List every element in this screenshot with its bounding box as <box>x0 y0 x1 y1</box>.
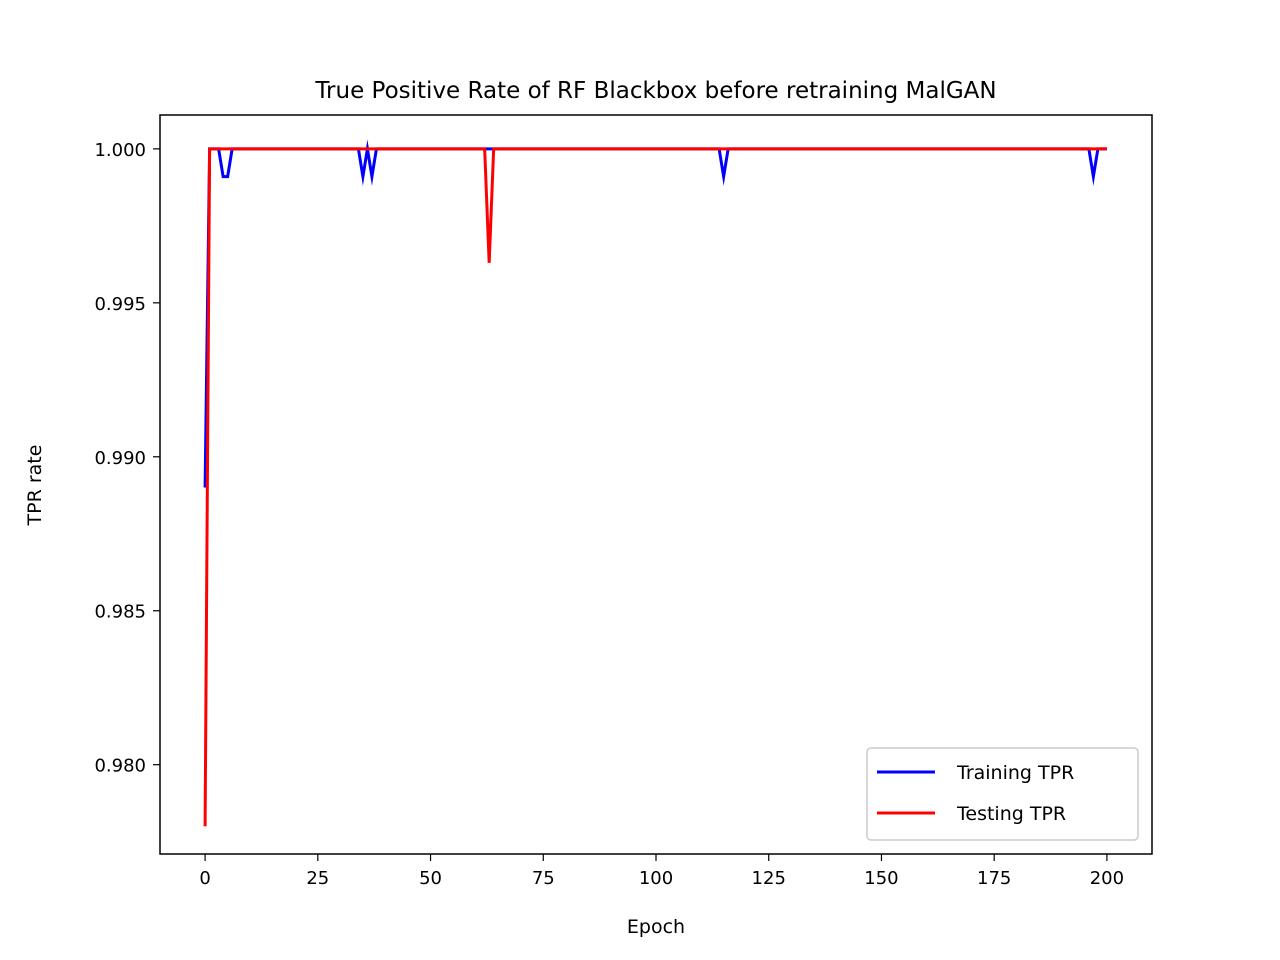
legend-label-training: Training TPR <box>956 762 1074 784</box>
x-axis-label: Epoch <box>627 916 685 938</box>
x-tick-label: 150 <box>864 868 898 889</box>
x-tick-label: 0 <box>199 868 210 889</box>
x-tick-label: 125 <box>752 868 786 889</box>
plot-area: 0 25 50 75 100 125 150 175 200 0.9800.9850.9900.… <box>94 114 1153 889</box>
y-tick-label: 1.000 <box>94 140 146 161</box>
y-tick-label: 0.990 <box>94 448 146 469</box>
x-tick-label: 50 <box>419 868 442 889</box>
series-line-training-tpr <box>203 139 1107 488</box>
x-tick-label: 200 <box>1090 868 1124 889</box>
plot-frame <box>159 114 1153 855</box>
series-layer <box>203 139 1107 827</box>
legend-label-testing: Testing TPR <box>956 803 1066 825</box>
y-tick-label: 0.985 <box>94 602 146 623</box>
x-tick-label: 25 <box>306 868 329 889</box>
legend: Training TPR Testing TPR <box>866 747 1139 841</box>
x-tick-label: 100 <box>639 868 673 889</box>
y-axis-ticks: 0.980 0.985 0.990 0.995 1.000 <box>94 140 160 777</box>
chart-title: True Positive Rate of RF Blackbox before… <box>314 78 996 104</box>
y-tick-label: 0.995 <box>94 294 146 315</box>
series-line-testing-tpr <box>203 147 1107 827</box>
x-axis-ticks: 0 25 50 75 100 125 150 175 200 <box>199 854 1124 889</box>
y-axis-label: TPR rate <box>24 445 46 527</box>
x-tick-label: 175 <box>977 868 1011 889</box>
x-tick-label: 75 <box>532 868 555 889</box>
y-tick-label: 0.980 <box>94 756 146 777</box>
